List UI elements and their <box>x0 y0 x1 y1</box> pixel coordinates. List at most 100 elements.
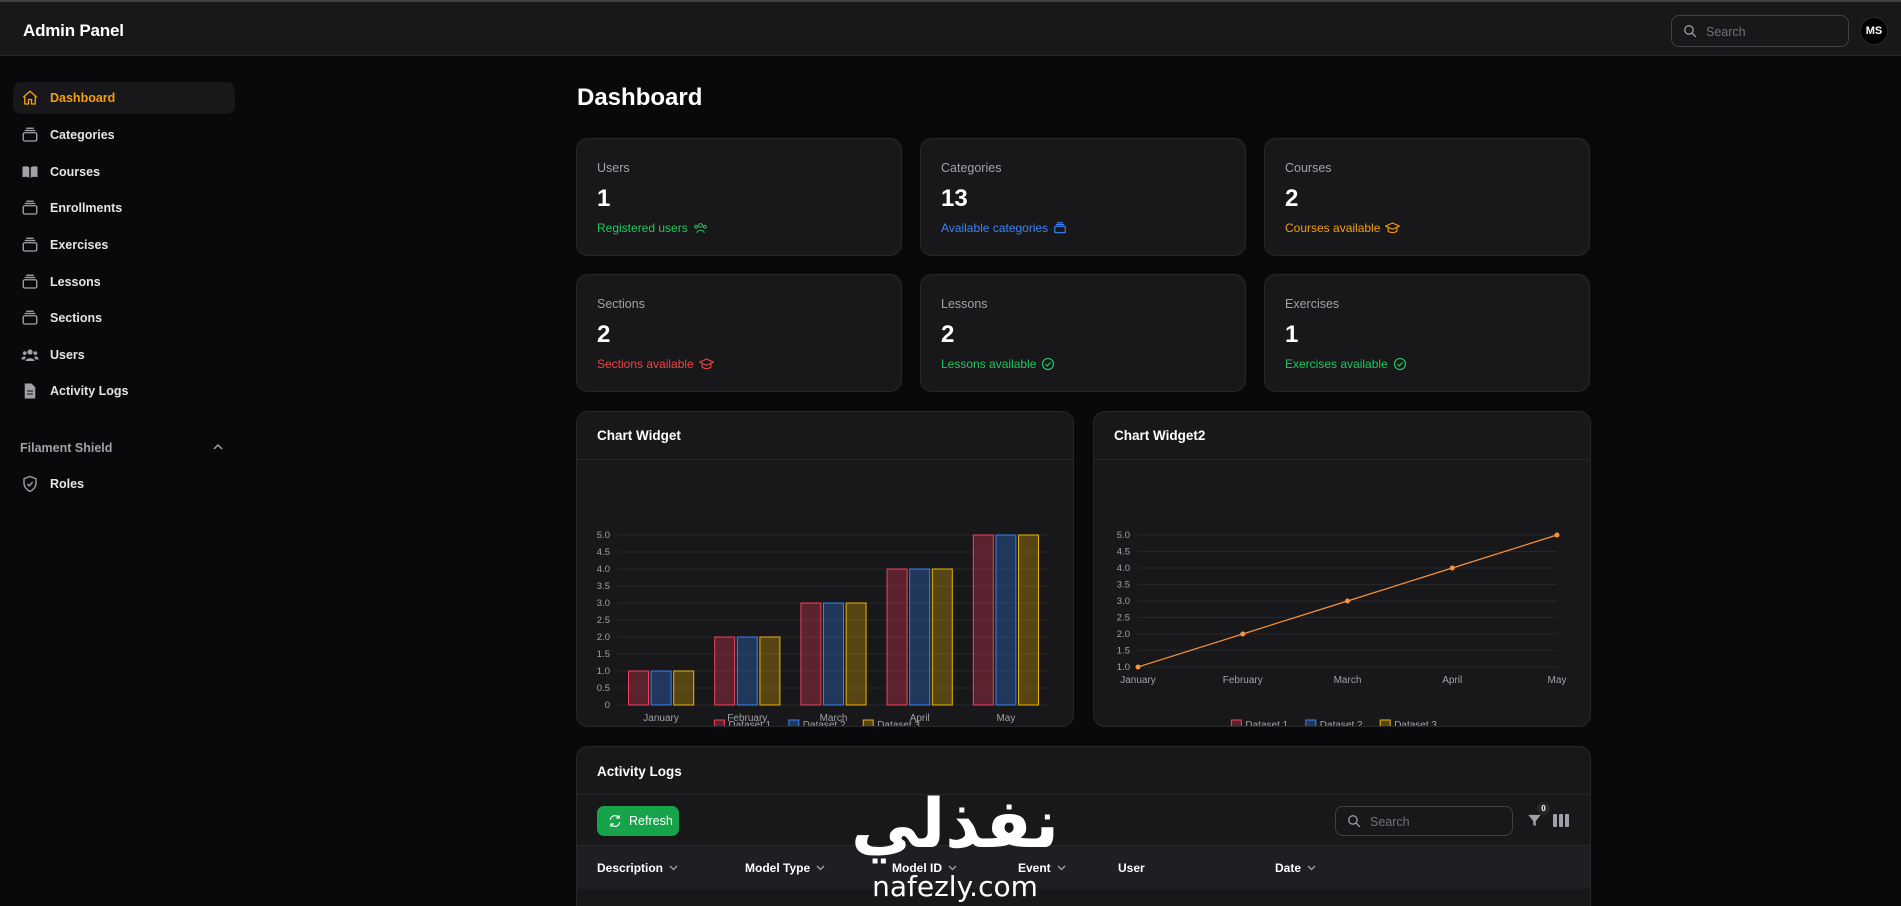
academic-cap-icon <box>698 358 714 370</box>
stat-description-text: Courses available <box>1285 221 1381 235</box>
x-tick-label: May <box>1548 675 1567 686</box>
global-search-input[interactable]: Search <box>1671 15 1849 47</box>
column-header-label: Model Type <box>745 861 811 875</box>
stat-label: Exercises <box>1285 297 1340 311</box>
sidebar-item-courses[interactable]: Courses <box>13 156 235 188</box>
app-title[interactable]: Admin Panel <box>23 21 124 40</box>
data-point <box>1135 664 1141 670</box>
card-divider <box>577 794 1590 795</box>
bar <box>823 602 844 706</box>
sidebar-item-exercises[interactable]: Exercises <box>13 229 235 261</box>
chevron-down-icon <box>816 865 825 871</box>
column-header-date[interactable]: Date <box>1275 861 1316 875</box>
data-point <box>1554 532 1560 538</box>
chart-widget-title: Chart Widget <box>597 428 681 443</box>
chevron-down-icon <box>1307 865 1316 871</box>
sidebar-item-users[interactable]: Users <box>13 339 235 371</box>
card-divider <box>1094 459 1590 460</box>
rectangle-stack-icon <box>22 127 38 142</box>
refresh-icon <box>609 815 621 827</box>
book-open-icon <box>22 166 38 178</box>
chevron-down-icon <box>669 865 678 871</box>
column-header-description[interactable]: Description <box>597 861 678 875</box>
sidebar-item-categories[interactable]: Categories <box>13 119 235 151</box>
bar <box>909 568 931 706</box>
refresh-button[interactable]: Refresh <box>597 806 679 836</box>
chart-widget2-card: Chart Widget2 1.0 1.5 2.0 2.5 3.0 3.5 4.0 4.5 5.… <box>1093 411 1591 727</box>
bar <box>995 534 1017 706</box>
legend-label: Dataset 1 <box>1245 720 1288 726</box>
stat-label: Sections <box>597 297 645 311</box>
rectangle-stack-icon <box>22 310 38 325</box>
stat-description: Registered users <box>597 221 708 235</box>
user-avatar[interactable]: MS <box>1860 17 1888 45</box>
stat-value: 2 <box>1285 185 1299 212</box>
sidebar-item-activity-logs[interactable]: Activity Logs <box>13 375 235 407</box>
y-tick-label: 1.5 <box>597 649 610 660</box>
column-header-label: Model ID <box>892 861 942 875</box>
table-search-input[interactable]: Search <box>1335 806 1513 836</box>
stat-description: Sections available <box>597 357 714 371</box>
y-tick-label: 0.5 <box>597 683 610 694</box>
legend-label: Dataset 2 <box>1320 720 1363 726</box>
data-point <box>1240 631 1246 637</box>
bar <box>800 602 822 706</box>
sidebar-item-dashboard[interactable]: Dashboard <box>13 82 235 114</box>
sidebar-item-sections[interactable]: Sections <box>13 302 235 334</box>
stat-description-text: Available categories <box>941 221 1049 235</box>
sidebar-item-lessons[interactable]: Lessons <box>13 266 235 298</box>
x-tick-label: March <box>1334 675 1362 686</box>
stat-description-text: Lessons available <box>941 357 1037 371</box>
legend-swatch <box>1230 719 1242 726</box>
column-header-model-id[interactable]: Model ID <box>892 861 957 875</box>
stat-description-text: Sections available <box>597 357 694 371</box>
bar <box>714 636 736 706</box>
y-tick-label: 5.0 <box>1117 530 1130 541</box>
legend-label: Dataset 3 <box>877 720 920 726</box>
stat-label: Lessons <box>941 297 988 311</box>
rectangle-stack-icon <box>22 274 38 289</box>
stat-card-categories: Categories 13 Available categories <box>920 138 1246 256</box>
y-tick-label: 1.0 <box>597 666 610 677</box>
stat-value: 13 <box>941 185 968 212</box>
sidebar-item-enrollments[interactable]: Enrollments <box>13 192 235 224</box>
sidebar-item-label: Sections <box>50 311 103 325</box>
y-tick-label: 1.5 <box>1117 646 1130 657</box>
sidebar-item-label: Lessons <box>50 275 101 289</box>
column-header-model-type[interactable]: Model Type <box>745 861 825 875</box>
y-tick-label: 4.5 <box>597 547 610 558</box>
document-icon <box>24 383 36 399</box>
y-tick-label: 4.5 <box>1117 547 1130 558</box>
legend-swatch <box>1379 719 1391 726</box>
sidebar-item-label: Roles <box>50 477 85 491</box>
y-tick-label: 1.0 <box>1117 662 1130 673</box>
column-header-label: Date <box>1275 861 1302 875</box>
y-tick-label: 3.0 <box>1117 596 1130 607</box>
sidebar-group-filament-shield[interactable]: Filament Shield <box>20 441 113 455</box>
table-header: Description Model Type Model ID Event Us… <box>577 845 1590 889</box>
refresh-label: Refresh <box>629 814 673 828</box>
y-tick-label: 3.5 <box>597 581 610 592</box>
stat-description: Lessons available <box>941 357 1055 371</box>
stat-value: 1 <box>1285 321 1299 348</box>
column-header-label: User <box>1118 861 1145 875</box>
column-header-user[interactable]: User <box>1118 861 1145 875</box>
stat-description-text: Registered users <box>597 221 688 235</box>
sidebar-item-roles[interactable]: Roles <box>13 468 235 500</box>
line-chart: 1.0 1.5 2.0 2.5 3.0 3.5 4.0 4.5 5.0 January Februa… <box>1117 530 1567 726</box>
page-title: Dashboard <box>577 84 703 111</box>
columns-icon[interactable] <box>1553 814 1569 827</box>
y-tick-label: 4.0 <box>1117 563 1130 574</box>
stat-description: Exercises available <box>1285 357 1407 371</box>
column-header-event[interactable]: Event <box>1018 861 1066 875</box>
chevron-up-icon[interactable] <box>212 442 224 452</box>
stat-value: 1 <box>597 185 611 212</box>
y-tick-label: 2.5 <box>597 615 610 626</box>
stat-card-exercises: Exercises 1 Exercises available <box>1264 274 1590 392</box>
watermark-arabic: نفذلي <box>850 785 1060 864</box>
sidebar-item-label: Enrollments <box>50 201 123 215</box>
filter-icon[interactable] <box>1527 813 1542 828</box>
legend-swatch <box>788 719 800 726</box>
shield-check-icon <box>23 475 37 493</box>
top-bar: Admin Panel Search MS <box>0 0 1901 56</box>
